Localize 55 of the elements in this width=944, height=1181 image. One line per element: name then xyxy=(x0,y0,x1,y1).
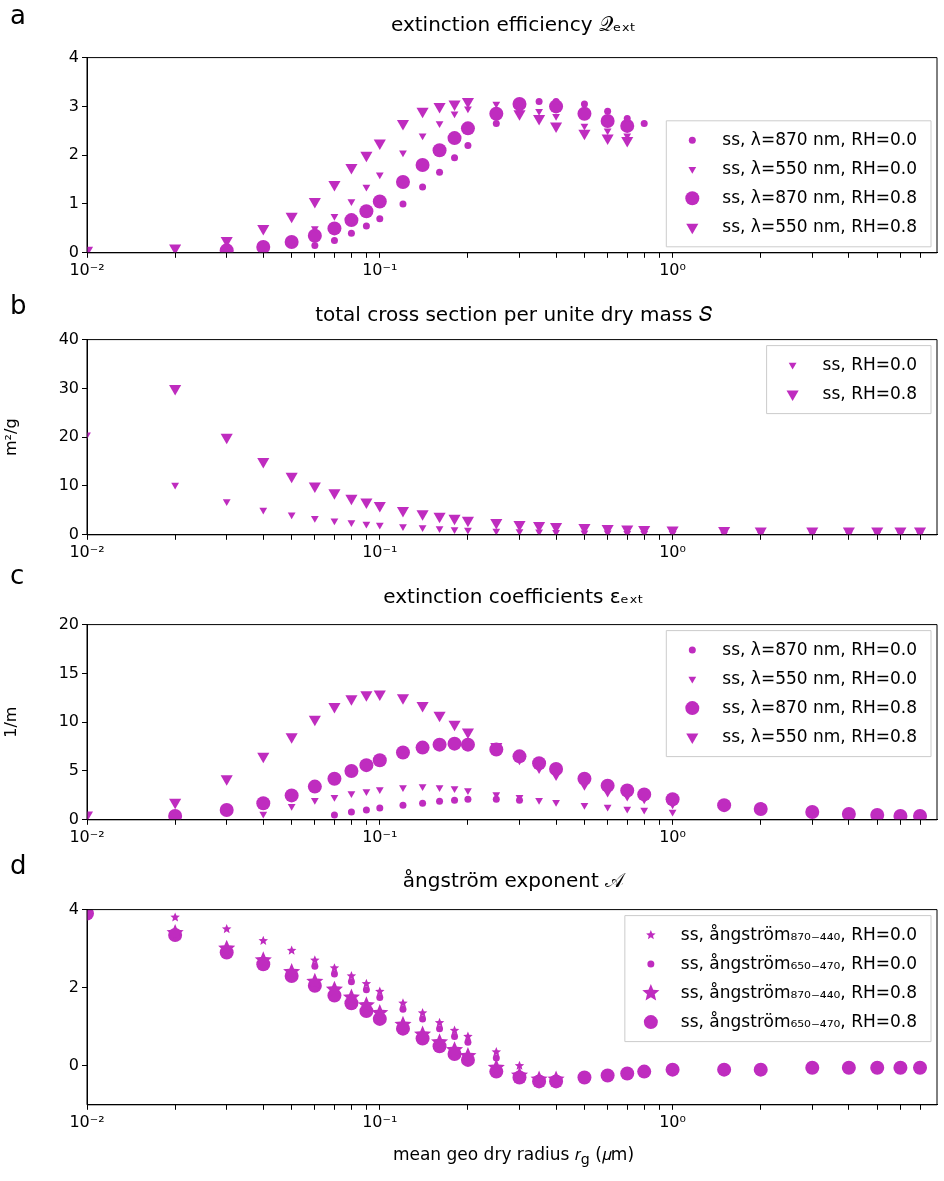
legend-label: ss, ångström₈₇₀₋₄₄₀, RH=0.0 xyxy=(680,923,918,944)
x-tick-label: 10⁻¹ xyxy=(362,826,398,846)
legend-label: ss, λ=870 nm, RH=0.0 xyxy=(722,128,918,149)
chart-title: extinction coefficients εₑₓₜ xyxy=(382,584,645,608)
legend-label: ss, λ=550 nm, RH=0.8 xyxy=(722,215,918,236)
text: b xyxy=(10,290,27,320)
y-tick-label: 3 xyxy=(68,95,79,115)
x-tick-label: 10⁻² xyxy=(69,826,105,846)
y-tick-label: 0 xyxy=(68,523,79,543)
chart-title: extinction efficiency 𝒬ₑₓₜ xyxy=(390,12,637,36)
x-tick-label: 10⁻¹ xyxy=(362,259,398,279)
x-tick-label: 10⁻¹ xyxy=(362,541,398,561)
x-axis-title: mean geo dry radius 𝑟$_{g}$ (𝜇m) xyxy=(391,1143,636,1170)
y-tick-label: 5 xyxy=(68,760,79,780)
text: a xyxy=(10,0,26,30)
y-tick-label: 15 xyxy=(58,662,79,682)
y-tick-label: 10 xyxy=(58,711,79,731)
chart-title: total cross section per unite dry mass 𝑆 xyxy=(314,302,713,326)
y-tick-label: 1 xyxy=(68,193,79,213)
x-tick-label: 10⁻¹ xyxy=(362,1111,398,1131)
y-tick-label: 10 xyxy=(58,475,79,495)
text: d xyxy=(10,850,27,880)
x-tick-label: 10⁰ xyxy=(659,541,686,561)
y-tick-label: 30 xyxy=(58,377,79,397)
legend-label: ss, RH=0.8 xyxy=(822,382,918,403)
legend-label: ss, ångström₆₅₀₋₄₇₀, RH=0.0 xyxy=(680,952,918,973)
x-tick-label: 10⁻² xyxy=(69,541,105,561)
legend-label: ss, RH=0.0 xyxy=(822,353,918,374)
x-tick-label: 10⁻² xyxy=(69,259,105,279)
y-tick-label: 0 xyxy=(68,808,79,828)
y-tick-label: 4 xyxy=(68,898,79,918)
y-tick-label: 2 xyxy=(68,976,79,996)
x-tick-label: 10⁰ xyxy=(659,1111,686,1131)
text: c xyxy=(10,560,25,590)
legend-label: ss, ångström₈₇₀₋₄₄₀, RH=0.8 xyxy=(680,981,918,1002)
legend-label: ss, λ=870 nm, RH=0.0 xyxy=(722,638,918,659)
legend-label: ss, λ=550 nm, RH=0.0 xyxy=(722,667,918,688)
y-axis-title: m²/g xyxy=(0,418,20,456)
legend-label: ss, λ=870 nm, RH=0.8 xyxy=(722,696,918,717)
y-tick-label: 2 xyxy=(68,144,79,164)
chart-title: ångström exponent 𝒜 xyxy=(401,868,627,892)
x-tick-label: 10⁰ xyxy=(659,259,686,279)
y-tick-label: 4 xyxy=(68,46,79,66)
y-axis-title: 1/m xyxy=(0,706,20,738)
legend-label: ss, λ=550 nm, RH=0.0 xyxy=(722,157,918,178)
y-tick-label: 0 xyxy=(68,1054,79,1074)
y-tick-label: 20 xyxy=(58,613,79,633)
y-tick-label: 20 xyxy=(58,426,79,446)
legend-label: ss, λ=550 nm, RH=0.8 xyxy=(722,725,918,746)
legend-label: ss, λ=870 nm, RH=0.8 xyxy=(722,186,918,207)
legend-label: ss, ångström₆₅₀₋₄₇₀, RH=0.8 xyxy=(680,1010,918,1031)
y-tick-label: 0 xyxy=(68,241,79,261)
y-tick-label: 40 xyxy=(58,328,79,348)
x-tick-label: 10⁻² xyxy=(69,1111,105,1131)
x-tick-label: 10⁰ xyxy=(659,826,686,846)
